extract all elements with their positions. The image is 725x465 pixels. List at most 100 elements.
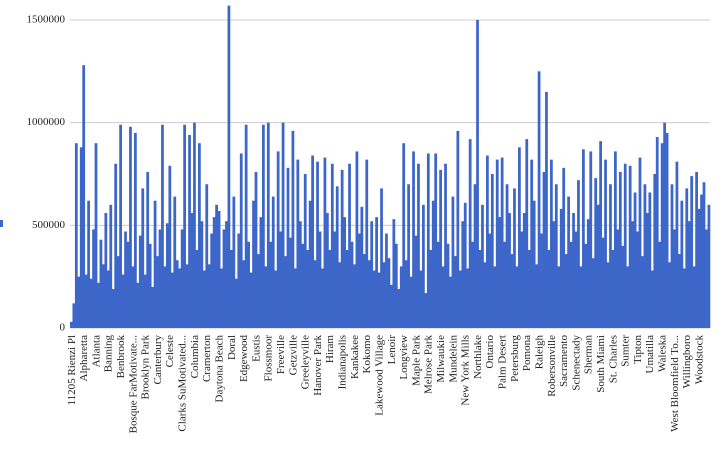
bar (655, 137, 659, 328)
bar (478, 249, 482, 328)
bar (611, 249, 615, 328)
bar (264, 266, 268, 328)
bar (572, 213, 575, 328)
bar (173, 196, 177, 328)
bar (606, 262, 610, 328)
bar (210, 233, 214, 328)
bar (257, 254, 260, 328)
x-tick-label: Edgewood (238, 335, 250, 383)
x-tick-label: South Miami (595, 335, 607, 393)
bars (70, 5, 711, 329)
bar (279, 231, 282, 328)
bar (193, 122, 196, 329)
x-tick-label: 11205 Rienzi Pl (66, 335, 78, 405)
x-tick-label: Flossmoor (263, 335, 275, 382)
bar (348, 163, 351, 328)
bar (508, 213, 511, 328)
bar (306, 249, 310, 328)
bar (468, 139, 472, 328)
bar (687, 221, 691, 328)
bar (353, 264, 356, 328)
bar (387, 258, 391, 328)
bar (291, 130, 295, 328)
bar (702, 182, 706, 328)
bar (498, 217, 502, 328)
bar (168, 165, 172, 328)
bar (254, 171, 258, 328)
bar (289, 237, 292, 328)
x-tick-label: Greeleyville (300, 335, 312, 389)
bar (631, 221, 634, 328)
bar (409, 276, 413, 328)
bar (220, 268, 223, 328)
bar (618, 171, 622, 328)
bar (345, 249, 349, 328)
bar (505, 184, 509, 328)
bar (518, 147, 521, 328)
bar (70, 321, 73, 328)
bar (190, 213, 194, 328)
bar (390, 284, 393, 328)
x-tick-label: Canterbury (152, 335, 164, 385)
bar (328, 249, 332, 328)
x-tick-label: Cramerton (201, 335, 213, 383)
bar (303, 174, 307, 328)
bar (503, 241, 506, 328)
bar (402, 143, 406, 328)
x-tick-label: Willingboro (681, 335, 693, 389)
x-tick-label: Sumter (620, 335, 632, 367)
bar (79, 147, 83, 328)
bar (104, 213, 108, 328)
bar (109, 204, 113, 328)
bar (358, 233, 361, 328)
bar (335, 186, 339, 328)
bar (623, 163, 627, 328)
x-tick-label: Brooklyn Park (140, 335, 152, 400)
bar (146, 171, 150, 328)
bar (242, 260, 246, 328)
bar (84, 274, 88, 328)
bar (488, 233, 492, 328)
bar (658, 241, 662, 328)
bar (648, 192, 652, 328)
bar (653, 174, 657, 328)
bar (628, 165, 632, 328)
bar (124, 231, 127, 328)
bar (321, 268, 324, 328)
bar (493, 266, 497, 328)
bar (705, 229, 708, 328)
bar (419, 270, 423, 328)
bar (323, 157, 327, 328)
x-tick-label: Freeville (275, 335, 287, 374)
bar (111, 288, 115, 328)
x-tick-label: Raleigh (533, 335, 545, 370)
bar (318, 231, 322, 328)
bar (276, 151, 280, 328)
bar (170, 272, 174, 328)
bar (456, 130, 460, 328)
bar (616, 229, 620, 328)
bar (451, 196, 455, 328)
bar (232, 196, 236, 328)
bar (490, 174, 494, 328)
bar (567, 196, 570, 328)
bar (202, 270, 206, 328)
x-tick-label: Alpharetta (78, 335, 90, 382)
bar (271, 196, 275, 328)
x-tick-label: Indianapolis (337, 335, 349, 389)
x-tick-label: Bosque FarMotivate... (127, 335, 139, 434)
bar (225, 221, 228, 328)
bar (121, 274, 125, 328)
bar (119, 124, 122, 328)
bar (707, 204, 711, 328)
bar (589, 151, 593, 328)
bar (106, 270, 110, 328)
bar (200, 221, 204, 328)
bar (281, 122, 285, 329)
bar (74, 143, 78, 328)
bar (404, 260, 408, 328)
bar (695, 171, 698, 328)
x-tick-label: Hiram (324, 335, 336, 364)
x-tick-label: Schenectady (570, 335, 582, 391)
x-tick-label: Columbia (189, 335, 201, 379)
